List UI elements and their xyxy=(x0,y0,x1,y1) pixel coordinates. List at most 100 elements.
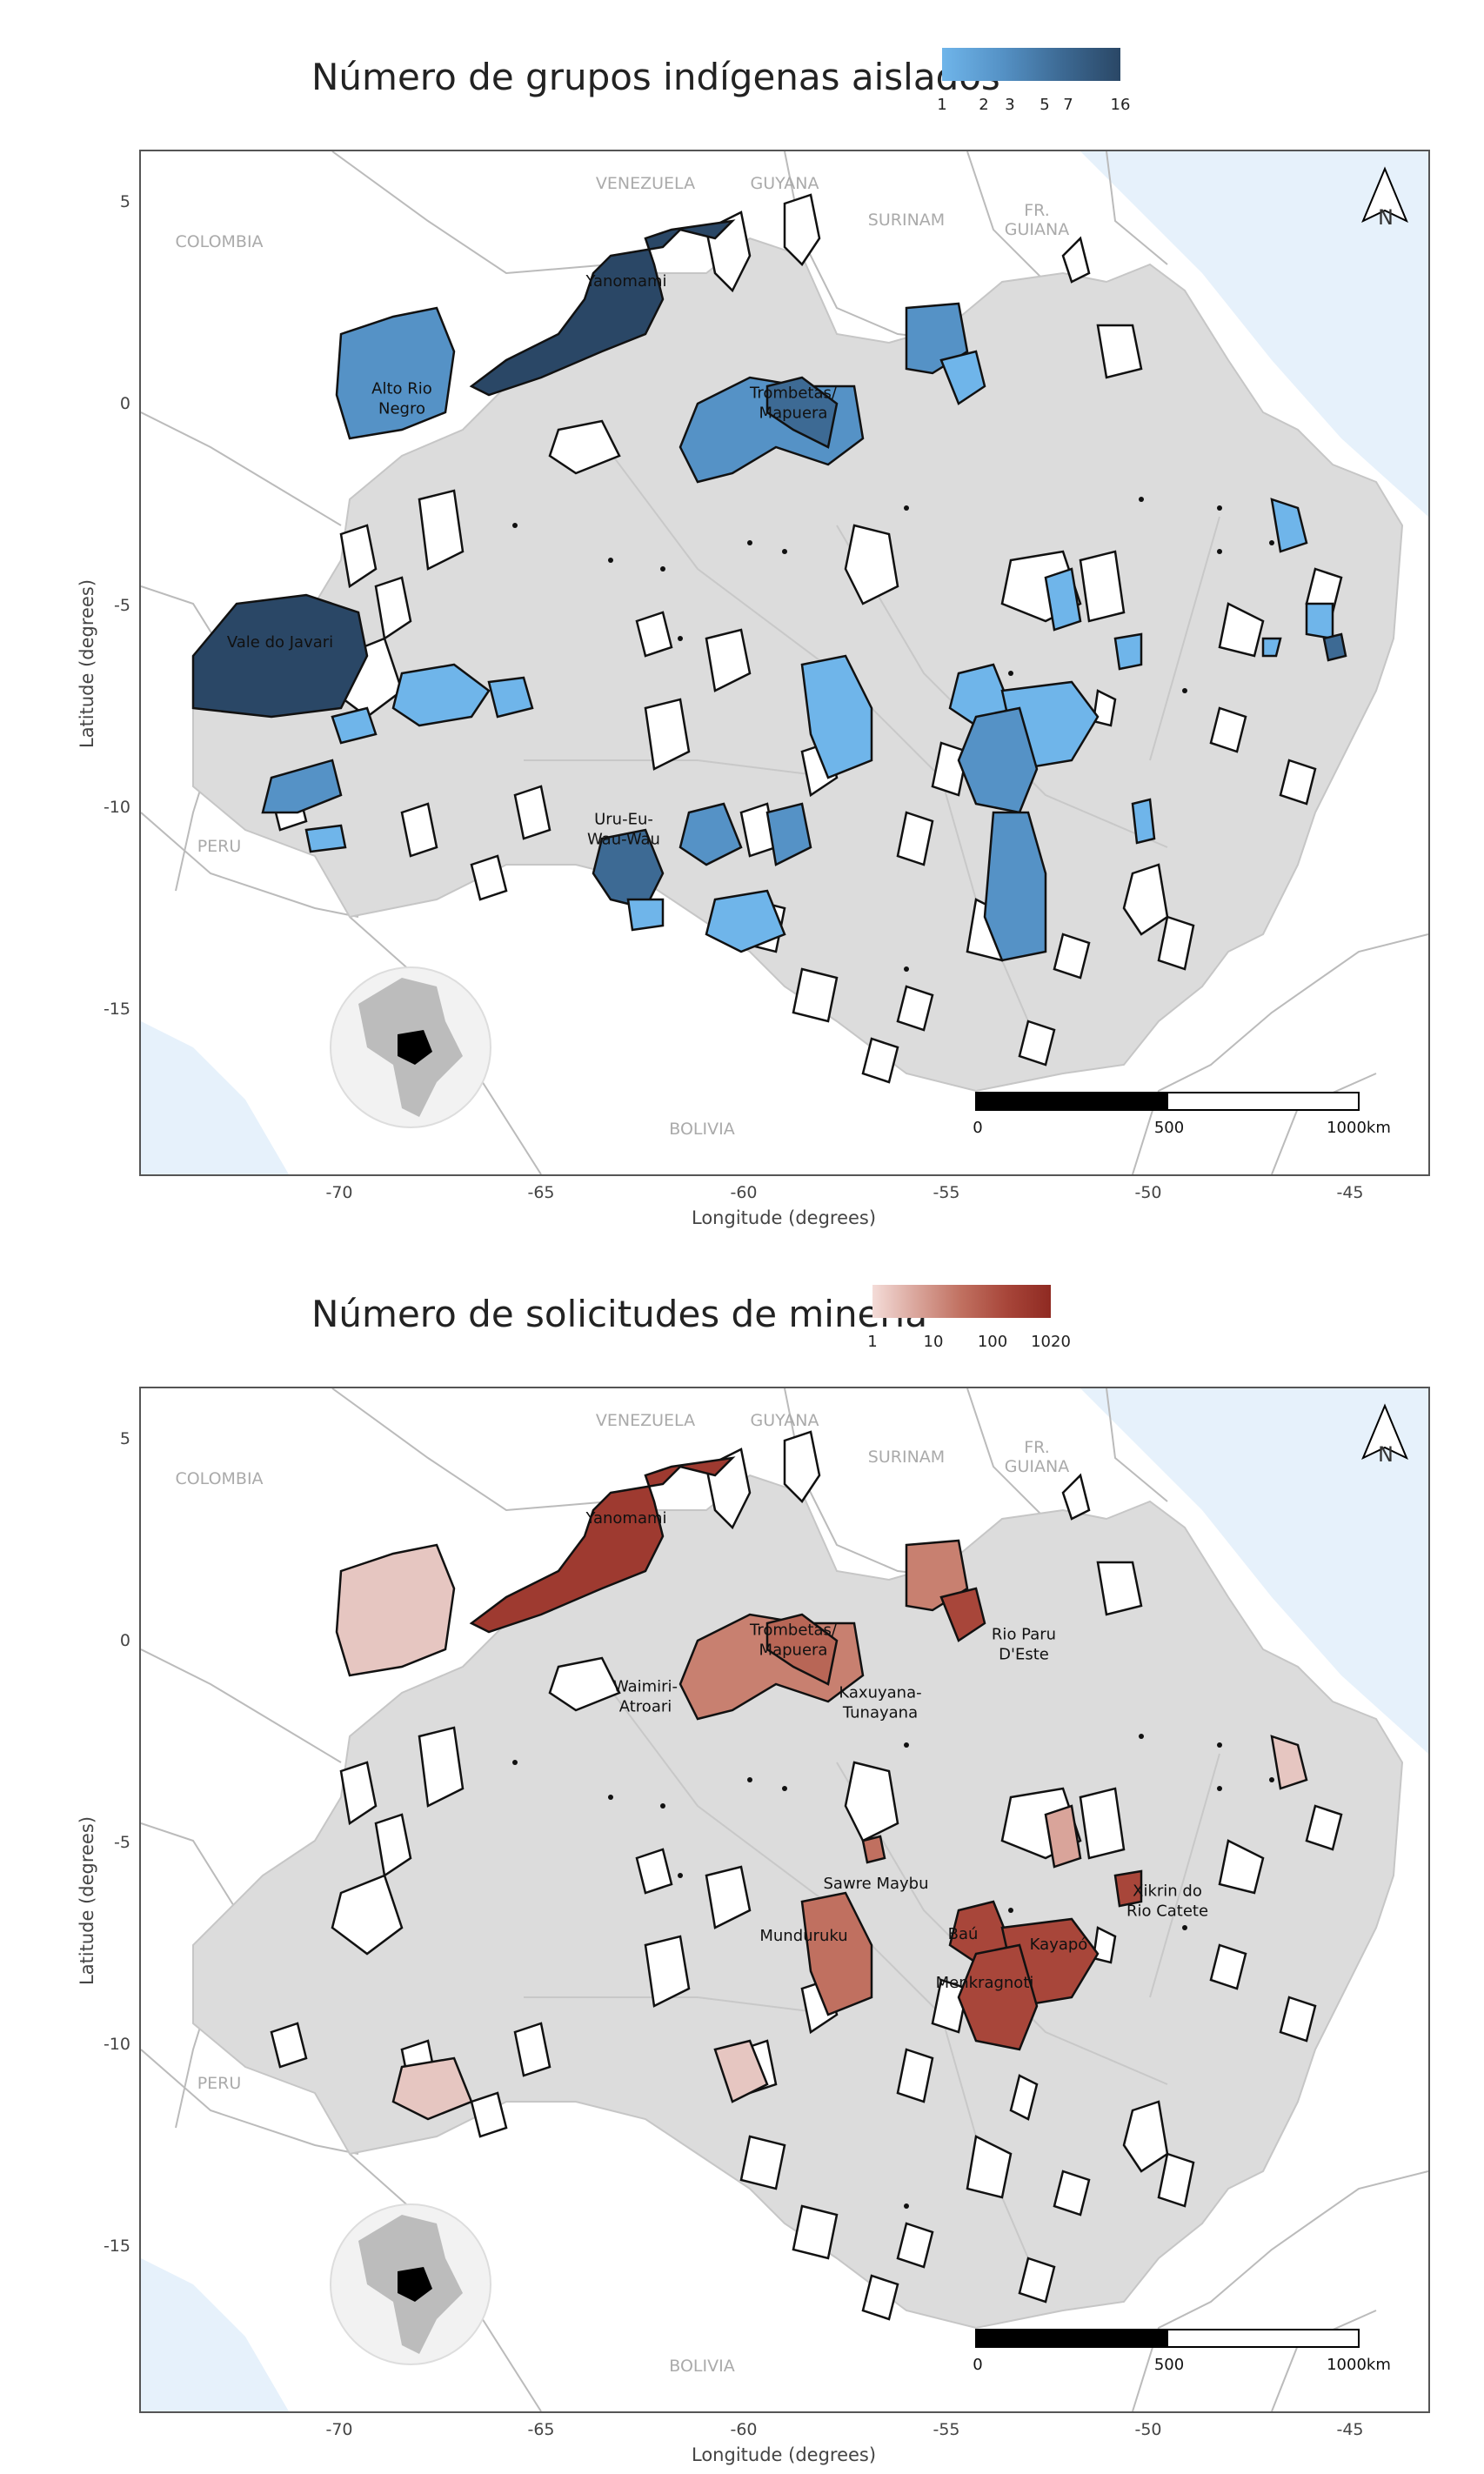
territory-east-d xyxy=(1305,602,1334,640)
country-label: BOLIVIA xyxy=(669,2357,735,2377)
territory-label: Menkragnoti xyxy=(935,1973,1034,1992)
y-tick: -10 xyxy=(103,798,130,817)
territory-center-a xyxy=(678,802,743,866)
y-axis-label: Latitude (degrees) xyxy=(77,1815,97,1985)
territory-west-a xyxy=(391,663,491,727)
territory-west-c xyxy=(487,676,534,719)
territory-east-mining xyxy=(1044,1804,1082,1869)
territory-center-c xyxy=(705,889,786,953)
territory-yanomami xyxy=(469,1456,736,1634)
legend-tick: 7 xyxy=(1063,96,1073,114)
country-label: PERU xyxy=(197,837,242,857)
territory-yanomami xyxy=(469,219,736,397)
territory-east-c xyxy=(1270,498,1308,553)
territory-east-f xyxy=(1261,637,1282,658)
country-label: GUYANA xyxy=(750,1411,819,1431)
y-tick: -15 xyxy=(103,1000,130,1019)
territory-label: Kaxuyana- Tunayana xyxy=(839,1683,922,1722)
y-axis-label: Latitude (degrees) xyxy=(77,578,97,748)
territory-south-long xyxy=(983,811,1047,962)
x-tick: -45 xyxy=(1336,1183,1364,1202)
territory-east-e xyxy=(1131,798,1156,845)
x-axis-label: Longitude (degrees) xyxy=(692,2444,877,2465)
y-tick: -5 xyxy=(114,596,130,615)
x-axis-label: Longitude (degrees) xyxy=(692,1207,877,1228)
territory-label: Waimiri- Atroari xyxy=(612,1677,678,1716)
territory-label: Xikrin do Rio Catete xyxy=(1126,1882,1209,1921)
territory-label: Baú xyxy=(947,1924,979,1943)
scale-label: 1000km xyxy=(1327,1119,1391,1137)
territory-west-b xyxy=(331,706,378,745)
north-arrow-label: N xyxy=(1378,1442,1394,1467)
territory-label: Alto Rio Negro xyxy=(371,379,432,418)
map-frame: VENEZUELA GUYANA SURINAM FR. GUIANA COLO… xyxy=(139,150,1430,1176)
territory-vale-do-javari xyxy=(191,593,369,719)
y-tick: 0 xyxy=(119,394,130,413)
x-tick: -55 xyxy=(933,2420,960,2439)
territory-trombetas-east xyxy=(765,376,839,449)
legend-tick: 1020 xyxy=(1031,1333,1071,1351)
country-label: FR. GUIANA xyxy=(1004,201,1070,239)
territory-west-d xyxy=(261,759,343,814)
x-tick: -50 xyxy=(1134,2420,1162,2439)
country-label: COLOMBIA xyxy=(175,232,264,252)
territory-trombetas-east xyxy=(765,1613,839,1686)
territory-alto-rio-negro xyxy=(335,306,456,440)
y-tick: 0 xyxy=(119,1631,130,1650)
legend-tick: 10 xyxy=(923,1333,944,1351)
country-label: COLOMBIA xyxy=(175,1469,264,1489)
territory-menkragnoti xyxy=(957,1943,1039,2051)
country-label: VENEZUELA xyxy=(595,1411,696,1431)
legend-tick: 1 xyxy=(937,96,947,114)
territory-west-e xyxy=(304,824,347,853)
x-tick: -50 xyxy=(1134,1183,1162,1202)
legend-colorbar xyxy=(942,48,1120,81)
y-tick: 5 xyxy=(119,192,130,211)
x-tick: -45 xyxy=(1336,2420,1364,2439)
legend-tick: 16 xyxy=(1110,96,1131,114)
territory-xikrin xyxy=(1113,1869,1143,1908)
territory-label: Kayapó xyxy=(1029,1935,1088,1954)
legend-tick: 1 xyxy=(867,1333,878,1351)
territory-east-b xyxy=(1113,632,1143,671)
x-tick: -70 xyxy=(325,1183,353,1202)
territory-label: Uru-Eu- Wau-Wau xyxy=(587,810,660,849)
country-label: SURINAM xyxy=(867,1448,946,1468)
country-label: PERU xyxy=(197,2074,242,2094)
legend-tick: 2 xyxy=(979,96,989,114)
x-tick: -65 xyxy=(527,1183,555,1202)
legend-title: Número de solicitudes de minería xyxy=(311,1293,928,1335)
scale-label: 500 xyxy=(1153,1119,1185,1137)
x-tick: -60 xyxy=(730,2420,758,2439)
territory-label: Rio Paru D'Este xyxy=(991,1625,1057,1664)
map-canvas xyxy=(141,1388,1428,2411)
territory-label: Sawre Maybu xyxy=(823,1874,929,1893)
y-tick: -5 xyxy=(114,1833,130,1852)
territory-label: Yanomami xyxy=(585,271,667,291)
legend-tick: 5 xyxy=(1039,96,1050,114)
mining-requests-map-panel: Número de solicitudes de minería 1 10 10… xyxy=(0,1237,1484,2474)
legend-tick: 3 xyxy=(1005,96,1015,114)
territory-label: Trombetas/ Mapuera xyxy=(750,384,837,423)
scale-label: 0 xyxy=(973,2356,983,2374)
territory-sawre-maybu xyxy=(861,1835,886,1864)
territory-rio-paru-east xyxy=(939,1587,986,1642)
x-tick: -60 xyxy=(730,1183,758,1202)
legend-tick: 100 xyxy=(977,1333,1008,1351)
territory-center-mining xyxy=(713,2039,769,2103)
territory-label: Munduruku xyxy=(759,1926,848,1945)
legend-colorbar xyxy=(872,1285,1051,1318)
north-arrow-label: N xyxy=(1378,205,1394,230)
territory-center-b xyxy=(765,802,812,866)
territory-east-mining-2 xyxy=(1270,1735,1308,1790)
territory-center-d xyxy=(626,898,665,932)
territory-label: Yanomami xyxy=(585,1508,667,1528)
territory-munduruku xyxy=(800,1891,873,2016)
y-tick: -10 xyxy=(103,2035,130,2054)
territory-label: Vale do Javari xyxy=(226,632,334,652)
y-tick: -15 xyxy=(103,2237,130,2256)
isolated-groups-map-panel: Número de grupos indígenas aislados 1 2 … xyxy=(77,48,1430,1228)
scale-label: 1000km xyxy=(1327,2356,1391,2374)
scale-label: 500 xyxy=(1153,2356,1185,2374)
x-tick: -65 xyxy=(527,2420,555,2439)
